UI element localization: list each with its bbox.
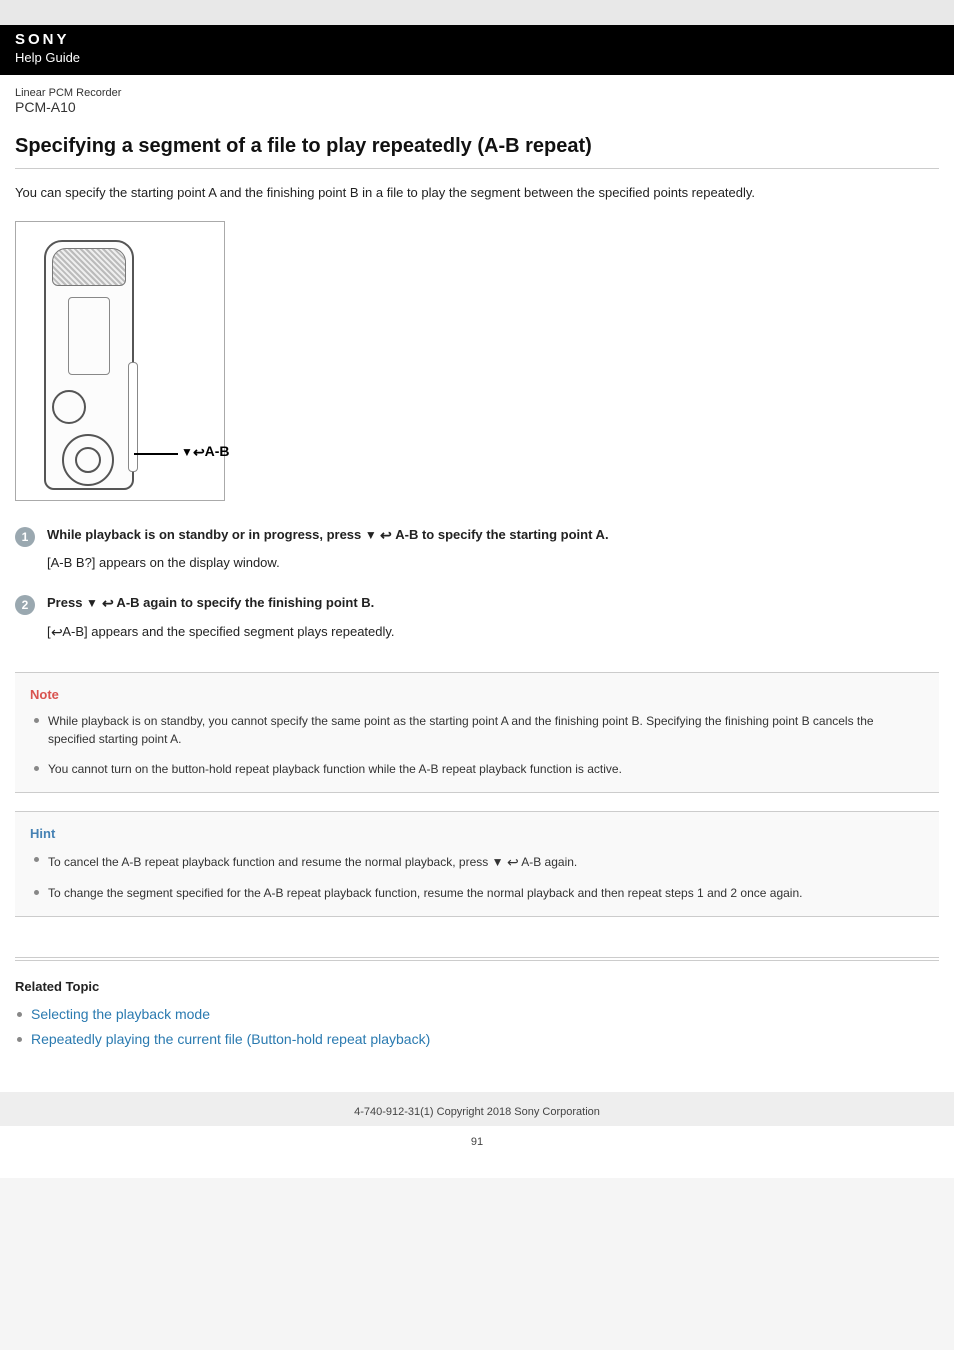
product-model: PCM-A10	[15, 99, 939, 115]
step-badge: 1	[15, 527, 35, 547]
step-2: 2 Press ▼ ↪ A-B again to specify the fin…	[15, 594, 939, 642]
repeat-icon: ↪	[51, 622, 63, 643]
device-dial	[62, 434, 114, 486]
note-item: You cannot turn on the button-hold repea…	[34, 760, 924, 778]
step-title-text-after: A-B again to specify the finishing point…	[113, 595, 374, 610]
device-dial-inner	[75, 447, 101, 473]
hint-box: Hint To cancel the A-B repeat playback f…	[15, 811, 939, 917]
repeat-icon: ↪	[380, 527, 392, 544]
step-title-text-before: While playback is on standby or in progr…	[47, 527, 365, 542]
step-desc-after: A-B] appears and the specified segment p…	[62, 624, 394, 639]
hint-item: To change the segment specified for the …	[34, 884, 924, 902]
related-divider-top	[15, 957, 939, 958]
note-list: While playback is on standby, you cannot…	[30, 712, 924, 778]
repeat-icon: ↪	[102, 595, 114, 612]
step-1: 1 While playback is on standby or in pro…	[15, 526, 939, 573]
down-triangle-icon: ▼	[492, 855, 504, 869]
page-title: Specifying a segment of a file to play r…	[15, 135, 939, 158]
brand-logo: SONY	[15, 31, 939, 48]
hint-text-before: To change the segment specified for the …	[48, 886, 802, 900]
help-guide-label: Help Guide	[15, 50, 80, 65]
step-title-text-before: Press	[47, 595, 86, 610]
bullet-icon	[34, 857, 39, 862]
related-topic-list: Selecting the playback mode Repeatedly p…	[15, 1002, 939, 1052]
header-bar: SONY Help Guide	[0, 25, 954, 75]
copyright-text: 4-740-912-31(1) Copyright 2018 Sony Corp…	[354, 1106, 600, 1118]
down-triangle-icon: ▼	[181, 445, 193, 459]
device-figure: ▼↪A-B	[15, 221, 225, 501]
bullet-icon	[34, 890, 39, 895]
callout-text: A-B	[205, 443, 230, 459]
device-screen	[68, 297, 110, 375]
hint-list: To cancel the A-B repeat playback functi…	[30, 851, 924, 902]
device-body-outline	[44, 240, 134, 490]
title-divider	[15, 168, 939, 169]
note-item: While playback is on standby, you cannot…	[34, 712, 924, 748]
down-triangle-icon: ▼	[86, 596, 98, 610]
top-spacer	[0, 0, 954, 25]
hint-text-after: A-B again.	[519, 855, 578, 869]
down-triangle-icon: ▼	[365, 528, 377, 542]
step-description: [A-B B?] appears on the display window.	[47, 553, 939, 573]
related-divider-bottom	[15, 960, 939, 961]
related-topic-heading: Related Topic	[15, 979, 939, 994]
note-box: Note While playback is on standby, you c…	[15, 672, 939, 793]
step-title: While playback is on standby or in progr…	[47, 526, 939, 543]
step-badge: 2	[15, 595, 35, 615]
hint-text-before: To cancel the A-B repeat playback functi…	[48, 855, 492, 869]
related-link[interactable]: Selecting the playback mode	[31, 1006, 210, 1022]
callout-label: ▼↪A-B	[181, 443, 230, 460]
step-title: Press ▼ ↪ A-B again to specify the finis…	[47, 594, 939, 611]
step-title-text-after: A-B to specify the starting point A.	[392, 527, 608, 542]
step-description: [↪A-B] appears and the specified segment…	[47, 621, 939, 642]
callout-line	[134, 453, 178, 455]
note-heading: Note	[30, 687, 924, 702]
related-link[interactable]: Repeatedly playing the current file (But…	[31, 1031, 430, 1047]
related-topic-item: Selecting the playback mode	[17, 1002, 939, 1027]
hint-item: To cancel the A-B repeat playback functi…	[34, 851, 924, 872]
device-side-slot	[128, 362, 138, 472]
page-number: 91	[0, 1126, 954, 1158]
device-button-circle	[52, 390, 86, 424]
hint-heading: Hint	[30, 826, 924, 841]
repeat-icon: ↪	[193, 444, 205, 461]
product-category: Linear PCM Recorder	[15, 87, 939, 99]
footer-bar: 4-740-912-31(1) Copyright 2018 Sony Corp…	[0, 1092, 954, 1126]
repeat-icon: ↪	[507, 852, 519, 873]
intro-paragraph: You can specify the starting point A and…	[15, 183, 939, 203]
related-topic-item: Repeatedly playing the current file (But…	[17, 1027, 939, 1052]
device-mic-mesh	[52, 248, 126, 286]
